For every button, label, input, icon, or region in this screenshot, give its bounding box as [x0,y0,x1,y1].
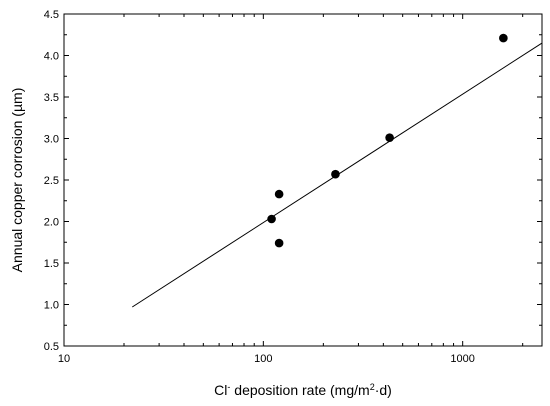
y-axis-title: Annual copper corrosion (µm) [9,88,25,273]
x-axis-title: Cl- deposition rate (mg/m2·d) [214,382,392,398]
y-tick-label: 1.5 [44,258,59,270]
y-tick-label: 2.5 [44,175,59,187]
data-point [274,189,284,199]
x-tick-label: 1000 [450,353,474,365]
y-tick-label: 4.0 [44,51,59,63]
y-tick-label: 3.0 [44,134,59,146]
data-point [499,33,508,43]
data-point [274,238,284,248]
x-tick-label: 100 [254,353,272,365]
y-tick-label: 1.0 [44,300,59,312]
y-tick-label: 0.5 [44,341,59,353]
data-point [267,214,276,224]
x-tick-label: 10 [58,353,70,365]
y-tick-label: 3.5 [44,92,59,104]
data-point [331,169,340,179]
ticks-layer [63,13,542,347]
tick-labels: 0.5 1.0 1.5 2.0 2.5 3.0 3.5 4.0 4.5 10 100 1000 [44,9,475,365]
plot-frame [63,13,543,347]
data-point [385,133,394,142]
y-tick-label: 2.0 [44,217,59,229]
y-tick-label: 4.5 [44,9,59,21]
points-layer [267,33,508,248]
